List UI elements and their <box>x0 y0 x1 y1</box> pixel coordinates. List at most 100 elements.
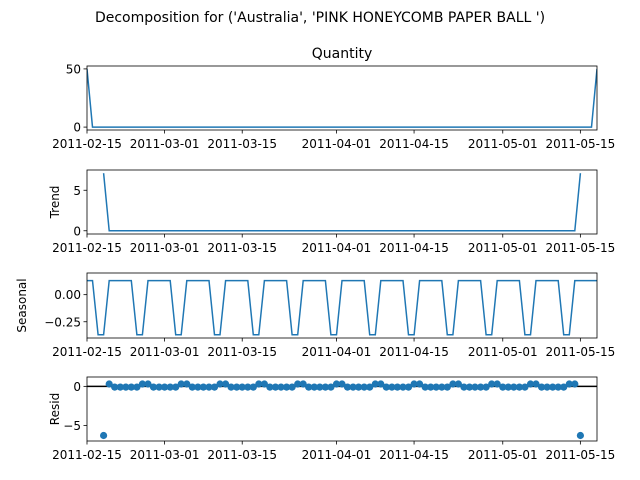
subplot-4-resid-point <box>316 383 324 391</box>
subplot-4-resid-point <box>111 383 119 391</box>
subplot-4-resid-point <box>188 383 196 391</box>
subplot-4-resid-point <box>166 383 174 391</box>
subplot-2-x-tick-label: 2011-05-01 <box>468 241 538 255</box>
subplot-4-resid-point <box>427 383 435 391</box>
subplot-4-resid-point <box>410 380 418 388</box>
subplot-1-axes-frame <box>86 65 598 131</box>
subplot-3-y-tick-label: 0.00 <box>54 288 81 302</box>
subplot-4-resid-point <box>116 383 124 391</box>
subplot-3-data-layer <box>87 279 597 336</box>
subplot-4-resid-point <box>227 383 235 391</box>
subplot-3-x-tick-label: 2011-05-01 <box>468 345 538 359</box>
subplot-4-resid-point <box>133 383 141 391</box>
subplot-4-resid-point <box>194 383 202 391</box>
subplot-4-resid-point <box>382 383 390 391</box>
subplot-1-y-tick-label: 0 <box>73 121 81 135</box>
subplot-4-resid-point <box>360 383 368 391</box>
subplot-3-x-tick-label: 2011-03-15 <box>207 345 277 359</box>
subplot-4-resid-point <box>571 380 579 388</box>
subplot-3-x-tick-label: 2011-03-01 <box>130 345 200 359</box>
subplot-4-resid-point <box>233 383 241 391</box>
subplot-3-y-tick-label: −0.25 <box>44 315 81 329</box>
subplots: 0 50 2011-02-15 2011-03-01 2011-03-15 2011-04… <box>15 46 615 462</box>
subplot-1-x-tick-label: 2011-05-01 <box>468 137 538 151</box>
subplot-3-seasonal-series-line <box>87 279 597 336</box>
subplot-4-resid-point <box>515 383 524 391</box>
subplot-4-resid-point <box>216 380 224 388</box>
subplot-4-resid-point <box>210 383 219 391</box>
subplot-4-resid-point <box>271 383 280 391</box>
subplot-4-resid-point <box>338 380 346 388</box>
subplot-4-resid-point <box>149 383 158 391</box>
subplot-4-resid-point <box>144 380 152 388</box>
subplot-3-x-tick-label: 2011-05-15 <box>545 345 615 359</box>
subplot-4-resid-point <box>388 383 396 391</box>
subplot-1-x-tick-label: 2011-02-15 <box>52 137 122 151</box>
subplot-4-resid-outlier-point <box>100 431 108 440</box>
subplot-4-resid-point <box>122 383 130 391</box>
subplot-4-axes-frame <box>86 376 598 442</box>
subplot-4-resid-point <box>416 380 424 388</box>
subplot-4-y-tick-label: −5 <box>63 419 81 433</box>
subplot-3-y-axis-label: Seasonal <box>15 278 29 332</box>
subplot-4-y-tick-label: 0 <box>73 380 81 394</box>
subplot-4-resid-point <box>465 383 474 391</box>
subplot-2-data-layer <box>102 173 582 232</box>
subplot-4-resid-point <box>521 383 529 391</box>
subplot-1-title: Quantity <box>312 46 373 62</box>
subplot-4-resid-point <box>477 383 485 391</box>
subplot-4-resid-point <box>404 383 413 391</box>
subplot-4-resid-point <box>349 383 357 391</box>
subplot-4-resid-point <box>438 383 446 391</box>
subplot-4-resid-point <box>488 380 496 388</box>
subplot-4-resid-point <box>260 380 268 388</box>
subplot-4-resid-point <box>432 383 440 391</box>
subplot-4-resid-point <box>161 383 169 391</box>
figure-suptitle: Decomposition for ('Australia', 'PINK HO… <box>95 10 545 26</box>
subplot-1-data-layer <box>87 68 597 128</box>
subplot-4-resid-point <box>155 383 163 391</box>
subplot-4-resid-point <box>443 383 451 391</box>
subplot-4-resid-point <box>172 383 180 391</box>
subplot-4-resid-point <box>105 380 113 388</box>
subplot-4-resid-point <box>294 380 302 388</box>
subplot-1-x-tick-label: 2011-03-01 <box>130 137 200 151</box>
subplot-3-x-tick-label: 2011-04-15 <box>379 345 449 359</box>
subplot-4-resid-point <box>288 383 296 391</box>
subplot-4-resid-point <box>138 380 146 388</box>
subplot-4-y-axis-label: Resid <box>48 393 62 425</box>
subplot-2-x-tick-label: 2011-05-15 <box>545 241 615 255</box>
subplot-4-x-tick-label: 2011-04-15 <box>379 448 449 462</box>
subplot-3-x-tick-label: 2011-04-01 <box>302 345 372 359</box>
subplot-4-resid-point <box>238 383 246 391</box>
subplot-4-resid-point <box>127 383 135 391</box>
subplot-4-resid-point <box>543 383 551 391</box>
subplot-4-x-tick-label: 2011-05-15 <box>545 448 615 462</box>
subplot-4-resid-point <box>222 380 230 388</box>
subplot-2-x-tick-label: 2011-02-15 <box>52 241 122 255</box>
subplot-2-x-tick-label: 2011-04-15 <box>379 241 449 255</box>
subplot-4-resid-point <box>449 380 457 388</box>
subplot-2-x-tick-label: 2011-03-01 <box>130 241 200 255</box>
subplot-1-x-tick-label: 2011-04-15 <box>379 137 449 151</box>
subplot-4-resid-point <box>321 383 329 391</box>
subplot-4-resid-point <box>504 383 512 391</box>
subplot-2-trend-series-line <box>102 173 582 232</box>
subplot-4-resid-point <box>332 380 341 388</box>
subplot-2-y-tick-label: 0 <box>73 224 81 238</box>
subplot-4-resid-point <box>421 383 429 391</box>
subplot-4-resid-point <box>377 380 385 388</box>
subplot-4-resid-point <box>510 383 518 391</box>
subplot-4-x-tick-label: 2011-05-01 <box>468 448 538 462</box>
subplot-1-y-tick-label: 50 <box>66 62 81 76</box>
subplot-4-resid-point <box>554 383 562 391</box>
subplot-4-resid-point <box>283 383 291 391</box>
subplot-4-resid-point <box>177 380 185 388</box>
subplot-4-resid-point <box>366 383 374 391</box>
subplot-2-x-tick-label: 2011-03-15 <box>207 241 277 255</box>
subplot-4-resid-point <box>454 380 462 388</box>
subplot-2-y-axis-label: Trend <box>48 186 62 220</box>
subplot-4-resid-point <box>205 383 213 391</box>
subplot-4-resid-point <box>266 383 274 391</box>
